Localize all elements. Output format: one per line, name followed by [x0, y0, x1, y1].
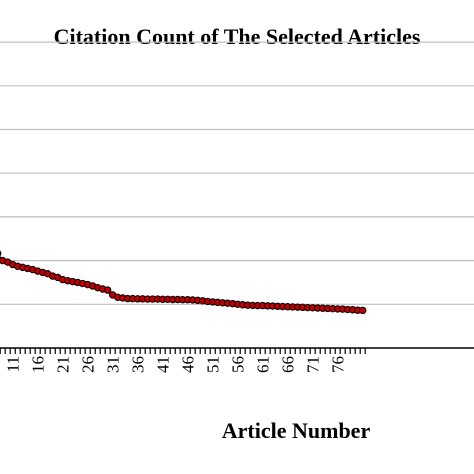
data-point — [104, 286, 112, 294]
x-tick-label: 66 — [279, 356, 298, 373]
x-ticks: 61116212631364146515661667176 — [0, 348, 366, 373]
x-tick-label: 16 — [29, 356, 48, 373]
x-tick-label: 21 — [54, 356, 73, 373]
x-tick-label: 31 — [104, 356, 123, 373]
x-tick-label: 61 — [254, 356, 273, 373]
x-tick-label: 26 — [79, 356, 98, 373]
x-tick-label: 41 — [154, 356, 173, 373]
data-point — [359, 306, 367, 315]
x-tick-label: 36 — [129, 356, 148, 373]
chart-title: Citation Count of The Selected Articles — [54, 24, 421, 49]
x-tick-label: 71 — [304, 356, 323, 373]
x-tick-label: 46 — [179, 356, 198, 373]
x-tick-label: 51 — [204, 356, 223, 373]
data-points — [0, 250, 367, 315]
x-axis-title: Article Number — [222, 418, 371, 443]
data-point — [0, 250, 2, 257]
x-tick-label: 76 — [329, 356, 348, 373]
y-gridlines — [0, 41, 474, 305]
x-tick-label: 11 — [4, 356, 23, 372]
x-tick-label: 56 — [229, 356, 248, 373]
